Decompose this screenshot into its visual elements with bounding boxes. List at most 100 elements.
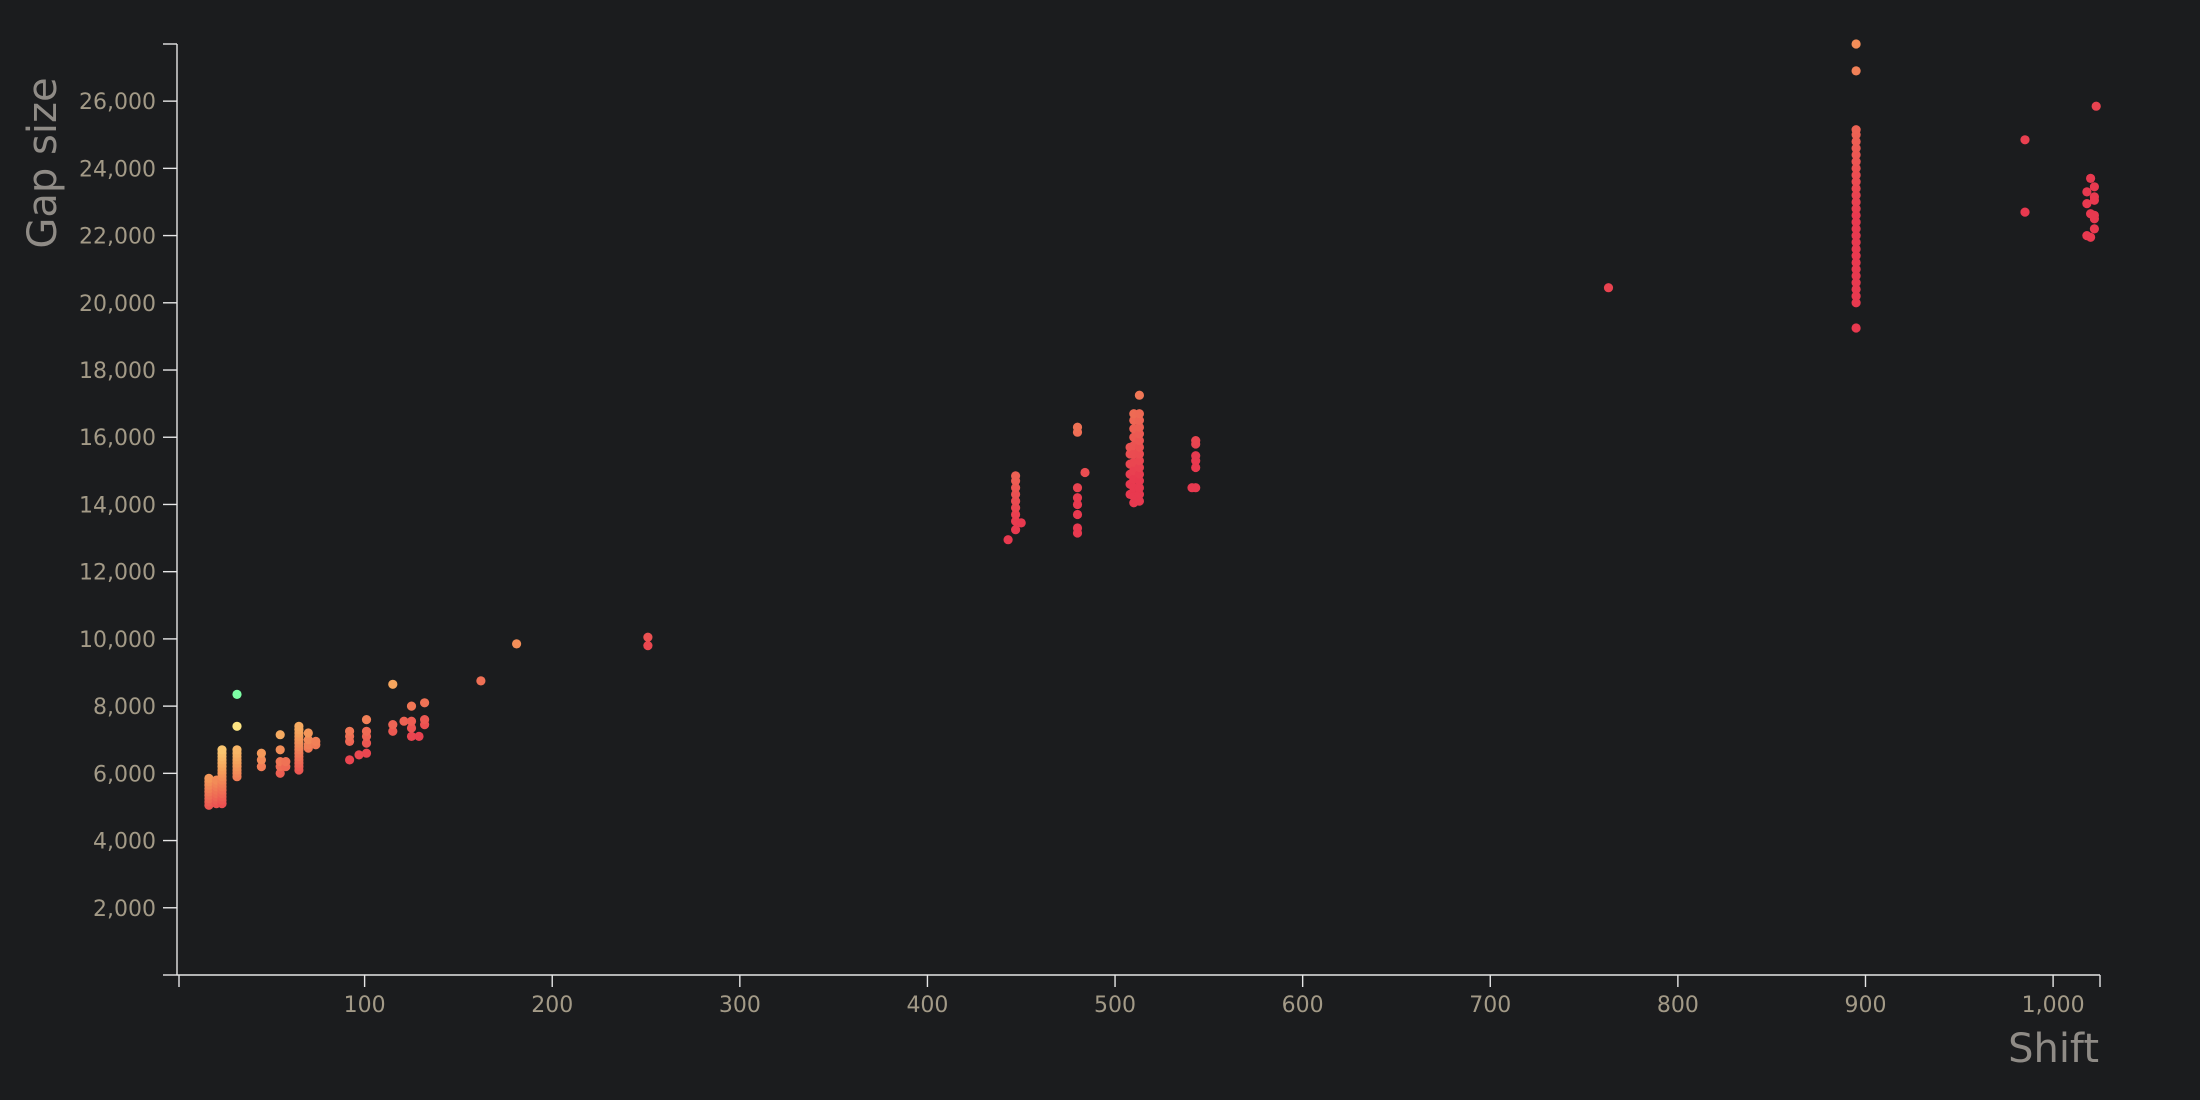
data-point (1134, 442, 1144, 452)
data-point (2089, 210, 2099, 220)
data-point (1134, 436, 1144, 446)
data-point (303, 735, 313, 745)
data-point (232, 689, 242, 700)
data-point (388, 726, 398, 736)
data-point (361, 726, 372, 736)
y-tick-label: 10,000 (79, 628, 156, 653)
y-tick-label: 8,000 (93, 695, 156, 720)
data-point (406, 731, 417, 742)
data-point (1072, 422, 1083, 432)
data-point (1080, 467, 1090, 478)
y-tick-label: 2,000 (93, 897, 156, 922)
data-point (1851, 183, 1861, 194)
data-point (1851, 39, 1861, 49)
data-point (2089, 224, 2099, 234)
data-point (1851, 244, 1861, 254)
x-tick-label: 1,000 (2022, 993, 2085, 1018)
data-point (1851, 150, 1861, 160)
data-point (1191, 451, 1201, 461)
data-point (354, 750, 364, 760)
data-point (1851, 66, 1861, 76)
data-point (2086, 173, 2096, 183)
data-point (1191, 462, 1201, 473)
data-point (345, 726, 355, 736)
data-point (1851, 291, 1861, 301)
data-point (217, 745, 227, 755)
data-point (399, 716, 409, 726)
x-tick-label: 100 (344, 993, 386, 1018)
x-tick-label: 800 (1657, 993, 1699, 1018)
data-point (1134, 422, 1144, 432)
data-point (1851, 136, 1861, 147)
data-point (1134, 476, 1144, 486)
data-point (1134, 409, 1144, 419)
data-point (1134, 489, 1144, 499)
data-point (406, 701, 417, 711)
x-tick-label: 600 (1282, 993, 1324, 1018)
data-point (1003, 535, 1013, 545)
data-point (1134, 456, 1144, 466)
data-point (361, 715, 372, 725)
data-point (345, 755, 355, 765)
data-point (643, 632, 653, 642)
data-point (1072, 499, 1083, 510)
data-point (1851, 125, 1861, 135)
data-points (204, 39, 2101, 810)
data-point (256, 748, 266, 758)
data-point (1851, 224, 1861, 234)
data-point (311, 736, 321, 747)
data-point (1011, 525, 1021, 535)
data-point (414, 731, 424, 742)
data-point (1016, 518, 1026, 528)
data-point (2089, 182, 2099, 192)
data-point (1851, 237, 1861, 247)
x-tick-label: 900 (1844, 993, 1886, 1018)
data-point (1851, 143, 1861, 153)
x-ticks: 100 200 300 400 500 600 700 800 900 1,000 (344, 975, 2085, 1018)
data-point (1851, 271, 1861, 281)
data-point (406, 716, 417, 726)
data-point (1134, 469, 1144, 479)
y-ticks: 2,000 4,000 6,000 8,000 10,000 12,000 14,000 16… (79, 90, 177, 922)
y-tick-label: 24,000 (79, 157, 156, 182)
data-point (2089, 192, 2099, 202)
data-point (388, 720, 398, 730)
data-point (1072, 509, 1083, 520)
data-point (1134, 390, 1144, 400)
data-point (1851, 278, 1861, 288)
y-tick-label: 4,000 (93, 830, 156, 855)
data-point (420, 715, 430, 725)
data-point (1851, 323, 1861, 333)
data-point (1191, 483, 1201, 493)
data-point (1851, 284, 1861, 294)
x-tick-label: 300 (719, 993, 761, 1018)
data-point (511, 639, 522, 649)
data-point (2020, 135, 2030, 145)
data-point (1851, 264, 1861, 274)
data-point (1134, 462, 1144, 473)
y-axis-title: Gap size (20, 77, 66, 248)
data-point (2082, 199, 2092, 209)
data-point (1011, 483, 1021, 493)
data-point (2020, 207, 2030, 217)
data-point (204, 773, 214, 784)
data-point (2086, 232, 2096, 242)
data-point (232, 745, 242, 755)
data-point (1011, 503, 1021, 513)
x-tick-label: 700 (1469, 993, 1511, 1018)
data-point (406, 723, 417, 733)
data-point (1134, 415, 1144, 425)
data-point (1851, 251, 1861, 261)
data-point (1851, 210, 1861, 220)
data-point (275, 768, 285, 778)
data-point (643, 641, 653, 651)
data-point (1011, 509, 1021, 520)
data-point (303, 728, 313, 738)
data-point (1603, 283, 1614, 293)
y-tick-label: 12,000 (79, 561, 156, 586)
data-point (2091, 101, 2101, 111)
data-point (1134, 449, 1144, 459)
data-point (275, 745, 285, 755)
data-point (256, 762, 266, 772)
